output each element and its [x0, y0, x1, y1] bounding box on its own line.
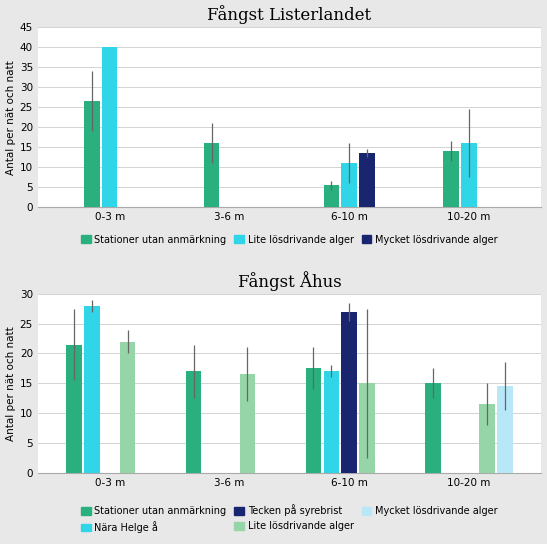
Bar [102, 47, 118, 207]
Title: Fångst Listerlandet: Fångst Listerlandet [207, 5, 371, 24]
Bar [323, 186, 339, 207]
Y-axis label: Antal per nät och natt: Antal per nät och natt [5, 60, 15, 175]
Bar [497, 386, 513, 473]
Bar [84, 306, 100, 473]
Bar [120, 342, 136, 473]
Bar [359, 384, 375, 473]
Bar [203, 144, 219, 207]
Bar [341, 163, 357, 207]
Legend: Stationer utan anmärkning, Lite lösdrivande alger, Mycket lösdrivande alger: Stationer utan anmärkning, Lite lösdriva… [77, 231, 502, 249]
Bar [426, 384, 441, 473]
Bar [306, 368, 321, 473]
Bar [323, 372, 339, 473]
Legend: Stationer utan anmärkning, Nära Helge å, Tecken på syrebrist, Lite lösdrivande a: Stationer utan anmärkning, Nära Helge å,… [77, 500, 502, 537]
Bar [359, 153, 375, 207]
Bar [186, 372, 201, 473]
Bar [341, 312, 357, 473]
Bar [479, 405, 495, 473]
Bar [443, 151, 459, 207]
Bar [66, 344, 82, 473]
Bar [461, 144, 477, 207]
Bar [240, 374, 255, 473]
Y-axis label: Antal per nät och natt: Antal per nät och natt [5, 326, 15, 441]
Title: Fångst Åhus: Fångst Åhus [237, 271, 341, 290]
Bar [84, 101, 100, 207]
